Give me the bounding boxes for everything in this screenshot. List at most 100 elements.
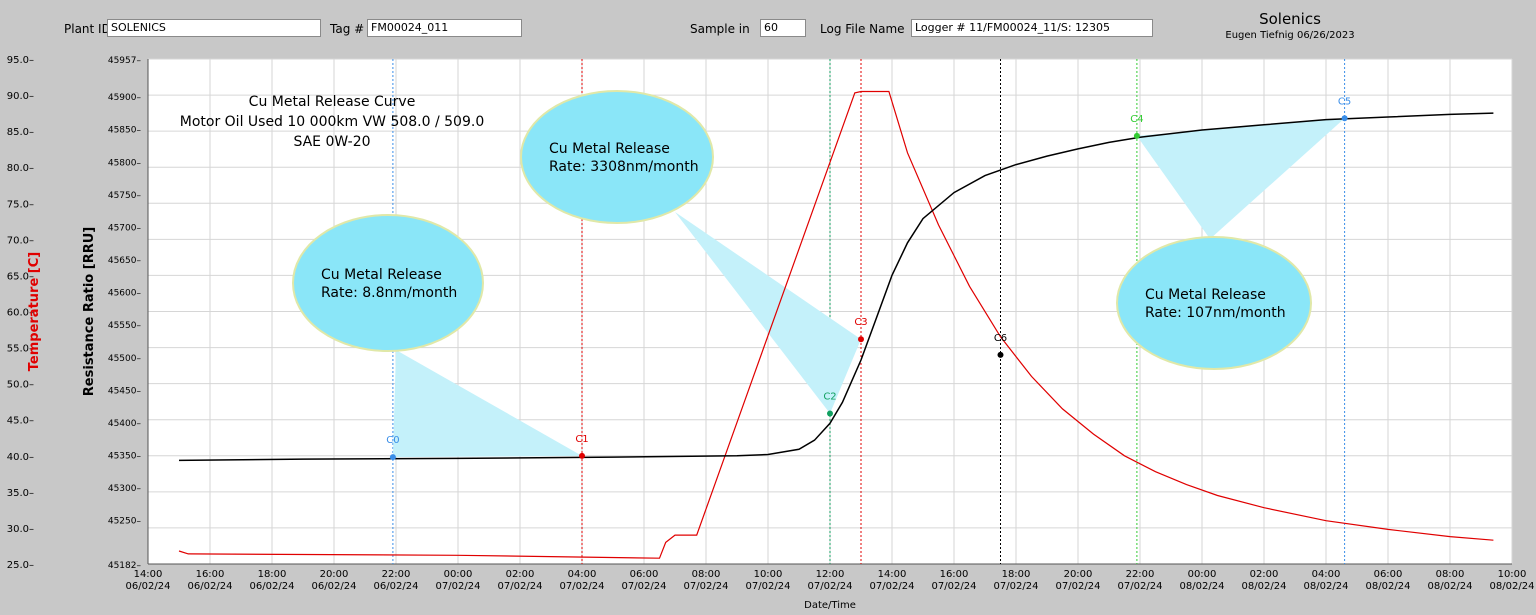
x-tick-date: 07/02/24 — [808, 581, 853, 592]
series-line-resistance — [178, 112, 1494, 462]
cursor-lines — [392, 59, 1346, 564]
annotation-wedge — [675, 212, 861, 414]
cursor-marker — [827, 410, 833, 417]
temp-tick-label: 50.0– — [7, 380, 34, 391]
cursor-marker — [389, 454, 396, 461]
x-tick-time: 16:00 — [940, 569, 969, 580]
x-tick-date: 08/02/24 — [1490, 581, 1535, 592]
annotation-bubble — [520, 90, 714, 224]
x-tick-time: 18:00 — [1002, 569, 1031, 580]
x-tick-date: 08/02/24 — [1366, 581, 1411, 592]
sample-label: Sample in — [690, 22, 750, 36]
temp-tick-label: 70.0– — [7, 235, 34, 246]
rr-tick-label: 45550– — [108, 321, 142, 331]
x-tick-date: 06/02/24 — [126, 581, 171, 592]
annotation-rate: Rate: 8.8nm/month — [321, 285, 457, 301]
annotation-bubble — [292, 214, 484, 352]
cursor-marker — [579, 452, 585, 459]
tag-field[interactable]: FM00024_011 — [367, 19, 522, 37]
cursor-label: C0 — [386, 435, 399, 446]
chart-title-line: SAE 0W-20 — [293, 134, 370, 150]
brand-title: Solenics — [1259, 10, 1321, 28]
x-tick-time: 20:00 — [320, 569, 349, 580]
annotation-bubbles: Cu Metal Release Rate: 8.8nm/month Cu Meta… — [292, 90, 1312, 370]
annotation-wedge — [392, 350, 582, 458]
x-tick-time: 08:00 — [692, 569, 721, 580]
x-tick-time: 04:00 — [568, 569, 597, 580]
annotation-rate: Rate: 3308nm/month — [549, 159, 699, 175]
x-tick-date: 08/02/24 — [1180, 581, 1225, 592]
plant-id-label: Plant ID — [64, 22, 111, 36]
x-tick-date: 08/02/24 — [1242, 581, 1287, 592]
x-tick-date: 07/02/24 — [1118, 581, 1163, 592]
temp-tick-label: 85.0– — [7, 127, 34, 138]
x-tick-date: 07/02/24 — [436, 581, 481, 592]
cursor-label: C3 — [854, 317, 867, 328]
cursor-label: C5 — [1338, 96, 1351, 107]
rr-tick-label: 45300– — [108, 484, 142, 494]
tag-label: Tag # — [330, 22, 365, 36]
log-file-field[interactable]: Logger # 11/FM00024_11/S: 12305 — [911, 19, 1153, 37]
chart-title-line: Cu Metal Release Curve — [249, 94, 416, 110]
x-tick-time: 12:00 — [816, 569, 845, 580]
temp-tick-label: 65.0– — [7, 271, 34, 282]
cursor-marker — [858, 336, 864, 343]
cursor-marker — [1341, 115, 1348, 122]
rr-tick-label: 45400– — [108, 419, 142, 429]
x-tick-time: 14:00 — [878, 569, 907, 580]
cursor-label: C1 — [575, 434, 588, 445]
rr-tick-label: 45182– — [108, 561, 142, 571]
temp-tick-label: 55.0– — [7, 344, 34, 355]
rr-tick-label: 45957– — [108, 56, 142, 66]
x-tick-time: 06:00 — [1374, 569, 1403, 580]
rr-tick-label: 45800– — [108, 158, 142, 168]
x-tick-date: 07/02/24 — [1056, 581, 1101, 592]
temp-tick-label: 25.0– — [7, 560, 34, 571]
x-axis-title: Date/Time — [804, 600, 856, 611]
rr-tick-label: 45650– — [108, 256, 142, 266]
log-file-label: Log File Name — [820, 22, 905, 36]
cursor-label: C2 — [823, 391, 836, 402]
x-tick-date: 07/02/24 — [622, 581, 667, 592]
x-tick-date: 07/02/24 — [994, 581, 1039, 592]
plant-id-field[interactable]: SOLENICS — [107, 19, 321, 37]
series — [178, 90, 1494, 559]
temp-tick-label: 60.0– — [7, 308, 34, 319]
chart-title: Cu Metal Release Curve Motor Oil Used 10 … — [180, 94, 484, 150]
x-tick-date: 07/02/24 — [746, 581, 791, 592]
rr-tick-label: 45350– — [108, 452, 142, 462]
x-tick-time: 02:00 — [1250, 569, 1279, 580]
x-tick-date: 06/02/24 — [312, 581, 357, 592]
rr-tick-label: 45250– — [108, 517, 142, 527]
x-tick-date: 07/02/24 — [684, 581, 729, 592]
x-tick-time: 18:00 — [258, 569, 287, 580]
annotation-rate: Rate: 107nm/month — [1145, 305, 1286, 321]
sample-field[interactable]: 60 — [760, 19, 806, 37]
x-tick-date: 06/02/24 — [374, 581, 419, 592]
x-tick-time: 06:00 — [630, 569, 659, 580]
temp-tick-label: 95.0– — [7, 55, 34, 66]
x-tick-time: 16:00 — [196, 569, 225, 580]
x-tick-time: 22:00 — [382, 569, 411, 580]
x-tick-time: 14:00 — [134, 569, 163, 580]
annotation-wedges — [392, 118, 1345, 458]
x-tick-date: 06/02/24 — [250, 581, 295, 592]
cursor-label: C6 — [994, 333, 1007, 344]
x-tick-date: 07/02/24 — [932, 581, 977, 592]
temp-tick-label: 35.0– — [7, 488, 34, 499]
temp-tick-label: 45.0– — [7, 416, 34, 427]
rr-tick-label: 45900– — [108, 93, 142, 103]
temp-tick-label: 75.0– — [7, 199, 34, 210]
x-tick-time: 00:00 — [1188, 569, 1217, 580]
series-line-temperature — [178, 90, 1494, 559]
author-date: Eugen Tiefnig 06/26/2023 — [1225, 30, 1355, 41]
x-tick-time: 00:00 — [444, 569, 473, 580]
annotation-title: Cu Metal Release — [1145, 287, 1266, 303]
x-tick-time: 20:00 — [1064, 569, 1093, 580]
rr-tick-label: 45750– — [108, 191, 142, 201]
rr-axis-title: Resistance Ratio [RRU] — [82, 227, 97, 396]
x-tick-time: 10:00 — [754, 569, 783, 580]
cursor-marker — [1133, 132, 1140, 139]
axes: 95.0– 90.0– 85.0– 80.0– 75.0– 70.0– 65.0– 60.0–… — [7, 55, 1535, 592]
